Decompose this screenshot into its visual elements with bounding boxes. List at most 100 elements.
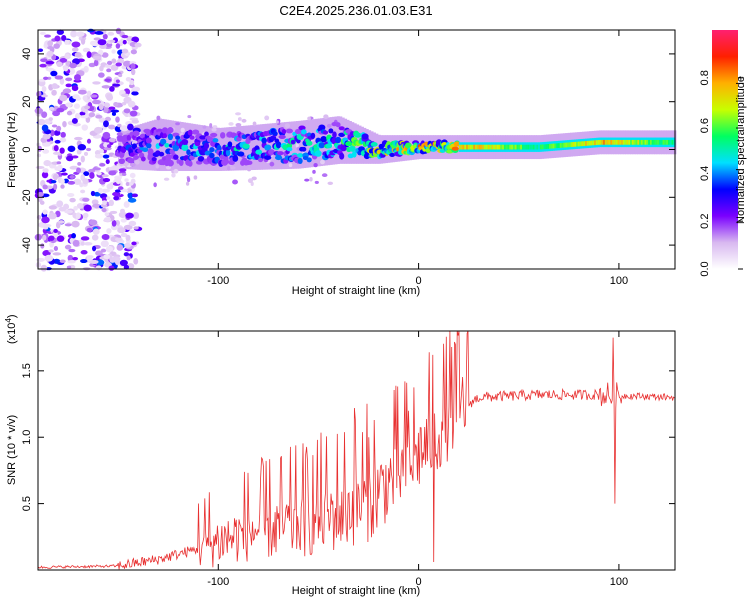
spectrogram-noise-blob bbox=[107, 31, 115, 36]
spectrogram-band-blob bbox=[370, 142, 378, 147]
snr-x-axis-label: Height of straight line (km) bbox=[292, 585, 420, 597]
spectrogram-core-cell bbox=[512, 144, 516, 150]
spectrogram-noise-blob bbox=[88, 63, 96, 68]
spectrogram-core-cell bbox=[476, 144, 480, 150]
spectrogram-noise-blob bbox=[124, 242, 132, 248]
spectrogram-noise-blob bbox=[106, 94, 114, 101]
spectrogram-faint-blob bbox=[209, 123, 213, 128]
spectrogram-noise-blob bbox=[118, 168, 127, 172]
spectrogram-core-cell bbox=[565, 142, 568, 148]
spectrogram-band-blob bbox=[314, 150, 322, 157]
spectrogram-noise-blob bbox=[106, 68, 112, 73]
spectrogram-halo-cell bbox=[312, 119, 316, 167]
spectrogram-noise-blob bbox=[131, 241, 137, 246]
spectrogram-noise-blob bbox=[82, 47, 91, 53]
spectrogram-core-cell bbox=[550, 143, 554, 149]
spectrogram-noise-blob bbox=[116, 244, 124, 251]
spectrogram-noise-blob bbox=[125, 212, 134, 219]
spectrogram-noise-blob bbox=[99, 162, 106, 167]
spectrogram-noise-blob bbox=[86, 255, 94, 259]
spectrogram-faint-blob bbox=[117, 123, 122, 128]
spectrogram-core-cell bbox=[615, 139, 618, 145]
spectrogram-noise-blob bbox=[89, 172, 95, 179]
spectrogram-noise-blob bbox=[71, 41, 81, 48]
spectrogram-noise-blob bbox=[45, 60, 55, 65]
spectrogram-noise-blob bbox=[102, 154, 110, 159]
spectrogram-core-cell bbox=[458, 144, 462, 150]
spectrogram-noise-blob bbox=[72, 94, 80, 100]
spectrogram-band-blob bbox=[199, 135, 207, 140]
spectrogram-core-cell bbox=[489, 144, 492, 150]
spectrogram-noise-blob bbox=[102, 33, 108, 40]
spectrogram-noise-blob bbox=[42, 234, 47, 241]
spectrogram-noise-blob bbox=[118, 73, 123, 78]
spectrogram-core-cell bbox=[530, 144, 534, 150]
spectrogram-core-cell bbox=[630, 139, 633, 145]
spectrogram-faint-blob bbox=[175, 122, 180, 126]
spectrogram-noise-blob bbox=[67, 192, 75, 197]
spectrogram-noise-blob bbox=[92, 55, 102, 60]
spectrogram-noise-blob bbox=[120, 208, 125, 214]
spectrogram-core-cell bbox=[640, 139, 644, 145]
spectrogram-noise-blob bbox=[133, 226, 139, 230]
spectrogram-noise-blob bbox=[42, 168, 49, 173]
spectrogram-band-blob bbox=[318, 124, 326, 131]
spectrogram-noise-blob bbox=[41, 85, 47, 93]
spectrogram-noise-blob bbox=[102, 106, 109, 113]
spectrogram-band-blob bbox=[332, 131, 337, 139]
spectrogram-band-blob bbox=[223, 159, 230, 164]
spectrogram-core-cell bbox=[563, 142, 566, 148]
spectrogram-core-cell bbox=[466, 144, 469, 150]
spectrogram-core-cell bbox=[603, 139, 606, 145]
spectrogram-band-blob bbox=[145, 137, 152, 144]
snr-x-tick-label: 100 bbox=[610, 576, 628, 588]
spectrogram-noise-blob bbox=[65, 77, 73, 82]
spectrogram-faint-blob bbox=[180, 127, 185, 133]
spectrogram-noise-blob bbox=[126, 255, 131, 261]
spectrogram-noise-blob bbox=[130, 63, 136, 70]
spectrogram-band-blob bbox=[354, 132, 362, 138]
spectrogram-noise-blob bbox=[86, 138, 92, 144]
spectrogram-band-blob bbox=[389, 152, 396, 158]
spectrogram-core-cell bbox=[651, 139, 654, 145]
spectrogram-core-cell bbox=[473, 144, 476, 150]
spectrogram-core-cell bbox=[572, 142, 575, 147]
spectrogram-noise-blob bbox=[83, 241, 93, 246]
spectrogram-faint-blob bbox=[171, 172, 176, 178]
spectrogram-core-cell bbox=[588, 140, 591, 146]
spectrogram-band-blob bbox=[340, 145, 347, 152]
spectrogram-noise-blob bbox=[41, 111, 48, 118]
spectrogram-noise-blob bbox=[125, 76, 132, 82]
spectrogram-core-cell bbox=[549, 143, 552, 149]
spectrogram-noise-blob bbox=[70, 30, 78, 38]
spectrogram-core-cell bbox=[464, 144, 467, 150]
spectrogram-noise-blob bbox=[80, 259, 88, 264]
spectrogram-noise-blob bbox=[75, 31, 85, 37]
spectrogram-noise-blob bbox=[62, 121, 67, 128]
spectrogram-noise-blob bbox=[106, 228, 112, 234]
spectrogram-noise-blob bbox=[97, 39, 107, 46]
spectrogram-noise-blob bbox=[128, 83, 135, 89]
spectrogram-noise-blob bbox=[56, 161, 62, 165]
spectrogram-noise-blob bbox=[51, 89, 57, 96]
spectrogram-band-blob bbox=[276, 151, 284, 156]
spectrogram-x-tick-label: -100 bbox=[207, 275, 229, 287]
spectrogram-faint-blob bbox=[321, 173, 328, 178]
spectrogram-noise-blob bbox=[71, 85, 79, 92]
spectrogram-noise-blob bbox=[125, 234, 131, 241]
spectrogram-core-cell bbox=[484, 144, 487, 150]
spectrogram-band-blob bbox=[255, 149, 263, 155]
spectrogram-halo-cell bbox=[298, 120, 302, 169]
spectrogram-band-blob bbox=[320, 135, 327, 143]
spectrogram-core-cell bbox=[667, 139, 671, 145]
spectrogram-core-cell bbox=[521, 144, 525, 150]
spectrogram-noise-blob bbox=[108, 124, 116, 130]
spectrogram-noise-blob bbox=[48, 212, 57, 220]
spectrogram-band-blob bbox=[338, 126, 345, 131]
spectrogram-band-blob bbox=[203, 142, 210, 150]
spectrogram-noise-blob bbox=[86, 227, 93, 233]
spectrogram-noise-blob bbox=[111, 58, 117, 64]
snr-scale-suffix: ) bbox=[6, 314, 18, 318]
spectrogram-noise-blob bbox=[117, 227, 126, 234]
spectrogram-noise-blob bbox=[52, 231, 58, 239]
